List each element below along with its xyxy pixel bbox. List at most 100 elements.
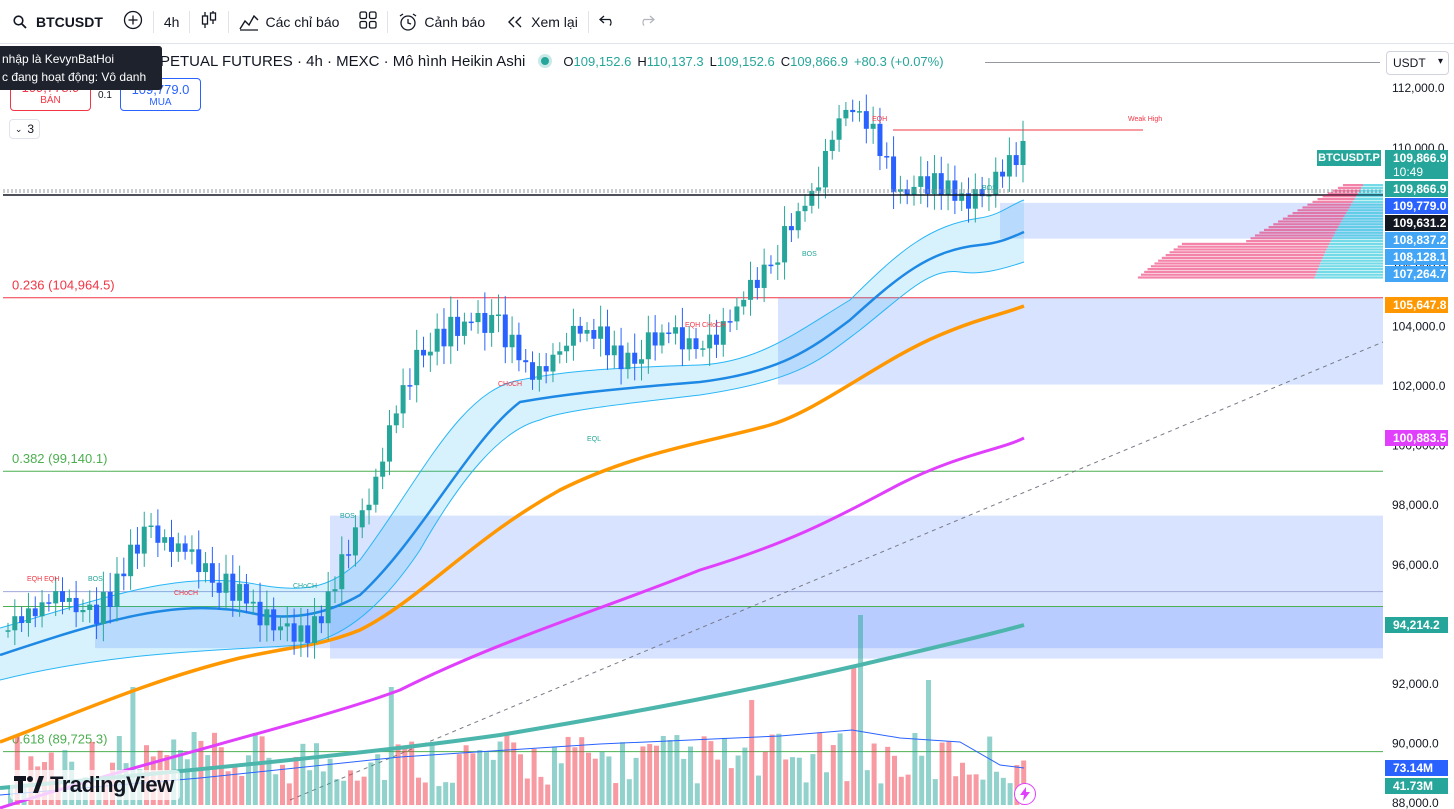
high-key: H	[637, 53, 647, 69]
volume-profile-sell	[1337, 186, 1362, 189]
volume-bar	[742, 747, 748, 805]
volume-bar	[810, 754, 816, 805]
volume-bar	[871, 743, 877, 805]
market-status-dot[interactable]	[541, 57, 550, 65]
volume-bar	[708, 741, 714, 805]
volume-bar	[348, 770, 353, 805]
tradingview-logo[interactable]: TradingView	[10, 770, 180, 800]
volume-profile-buy	[1322, 256, 1383, 259]
candle-body	[686, 338, 692, 350]
volume-profile-sell	[1161, 256, 1323, 259]
price-label-band-upper: 108,837.2	[1385, 232, 1448, 248]
candle-body	[421, 349, 427, 356]
volume-label-current: 41.73M	[1385, 778, 1448, 794]
undo-button[interactable]	[589, 0, 627, 44]
candle-body	[639, 359, 645, 364]
indicators-button[interactable]: Các chỉ báo	[229, 0, 349, 44]
price-label-magenta-ma: 100,883.5	[1385, 430, 1448, 446]
candle-body	[141, 526, 147, 554]
volume-bar	[803, 782, 809, 805]
volume-bar	[647, 744, 653, 805]
candle-body	[196, 549, 202, 573]
volume-bar	[796, 757, 802, 805]
candle-body	[829, 139, 835, 151]
volume-bar	[463, 745, 469, 805]
y-axis-tick-label: 90,000.0	[1392, 736, 1439, 750]
price-label-close: 109,866.9	[1385, 181, 1448, 197]
candle-body	[271, 609, 277, 631]
volume-bar	[824, 772, 829, 805]
volume-profile-sell	[1317, 198, 1355, 201]
volume-bar	[620, 742, 625, 805]
bar-countdown: 10:49	[1393, 165, 1424, 179]
volume-profile-sell	[1177, 245, 1328, 248]
volume-bar	[844, 781, 850, 805]
volume-bar	[225, 771, 231, 805]
replay-button[interactable]: Xem lại	[495, 0, 588, 44]
chart-type-button[interactable]	[190, 0, 228, 44]
candle-body	[373, 476, 379, 505]
volume-profile-buy	[1320, 262, 1383, 265]
legend-high: H110,137.3	[637, 54, 703, 69]
volume-bar	[885, 746, 891, 805]
volume-bar	[354, 780, 360, 805]
volume-bar	[511, 742, 517, 805]
candle-body	[203, 563, 209, 573]
candle-body	[19, 616, 25, 624]
volume-profile-sell	[1292, 212, 1347, 215]
candle-body	[237, 584, 243, 601]
volume-bar	[307, 770, 313, 805]
candle-body	[795, 211, 801, 231]
candle-body	[59, 591, 65, 602]
series-legend: PETUAL FUTURES · 4h · MEXC · Mô hình Hei…	[0, 50, 950, 72]
volume-profile-sell	[1307, 203, 1352, 206]
candle-body	[959, 193, 965, 201]
volume-profile-buy	[1354, 198, 1383, 201]
legend-title[interactable]: PETUAL FUTURES · 4h · MEXC · Mô hình Hei…	[160, 52, 526, 70]
candle-body	[564, 345, 570, 352]
candle-body	[816, 187, 822, 191]
chevron-down-icon: ⌄	[14, 123, 23, 134]
volume-bar	[395, 744, 401, 805]
volume-bar	[259, 736, 265, 805]
chart-pane[interactable]: 112,000.0110,000.0108,000.0106,000.0104,…	[0, 45, 1454, 809]
volume-bar	[926, 680, 931, 805]
volume-bar	[484, 752, 489, 805]
redo-button[interactable]	[627, 0, 665, 44]
candle-body	[250, 601, 256, 604]
volume-bar	[654, 745, 659, 805]
volume-profile-buy	[1339, 223, 1383, 226]
volume-bar	[837, 733, 843, 805]
volume-bar	[579, 737, 585, 805]
volume-label-ma: 73.14M	[1385, 760, 1448, 776]
indicators-collapse-button[interactable]: ⌄ 3	[9, 119, 40, 139]
volume-bar	[361, 776, 367, 805]
interval-button[interactable]: 4h	[163, 13, 180, 30]
candle-body	[727, 321, 733, 323]
volume-bar	[470, 753, 476, 805]
price-chart[interactable]: 112,000.0110,000.0108,000.0106,000.0104,…	[0, 45, 1454, 809]
layouts-button[interactable]	[349, 0, 387, 44]
candle-body	[972, 189, 978, 209]
fib-level-label: 0.618 (89,725.3)	[12, 732, 107, 747]
volume-bar	[286, 783, 292, 805]
compare-add-button[interactable]	[113, 0, 153, 44]
volume-bar	[858, 615, 863, 805]
lightning-icon[interactable]	[1014, 783, 1036, 805]
alerts-button[interactable]: Cảnh báo	[388, 0, 495, 44]
price-label-buy: 109,779.0	[1385, 198, 1448, 214]
currency-select[interactable]: USDT ▾	[1386, 51, 1449, 75]
candle-body	[720, 321, 726, 345]
volume-profile-sell	[1302, 206, 1350, 209]
symbol-search[interactable]: BTCUSDT	[0, 0, 113, 44]
volume-profile-buy	[1352, 200, 1383, 203]
price-label-teal-ma: 94,214.2	[1385, 617, 1448, 633]
close-key: C	[780, 53, 791, 69]
tradingview-wordmark: TradingView	[50, 772, 174, 797]
candle-body	[468, 321, 474, 324]
legend-low: L109,152.6	[710, 54, 775, 69]
candle-body	[598, 326, 604, 339]
volume-bar	[402, 749, 408, 805]
candle-body	[857, 111, 863, 113]
volume-bar	[586, 752, 591, 805]
